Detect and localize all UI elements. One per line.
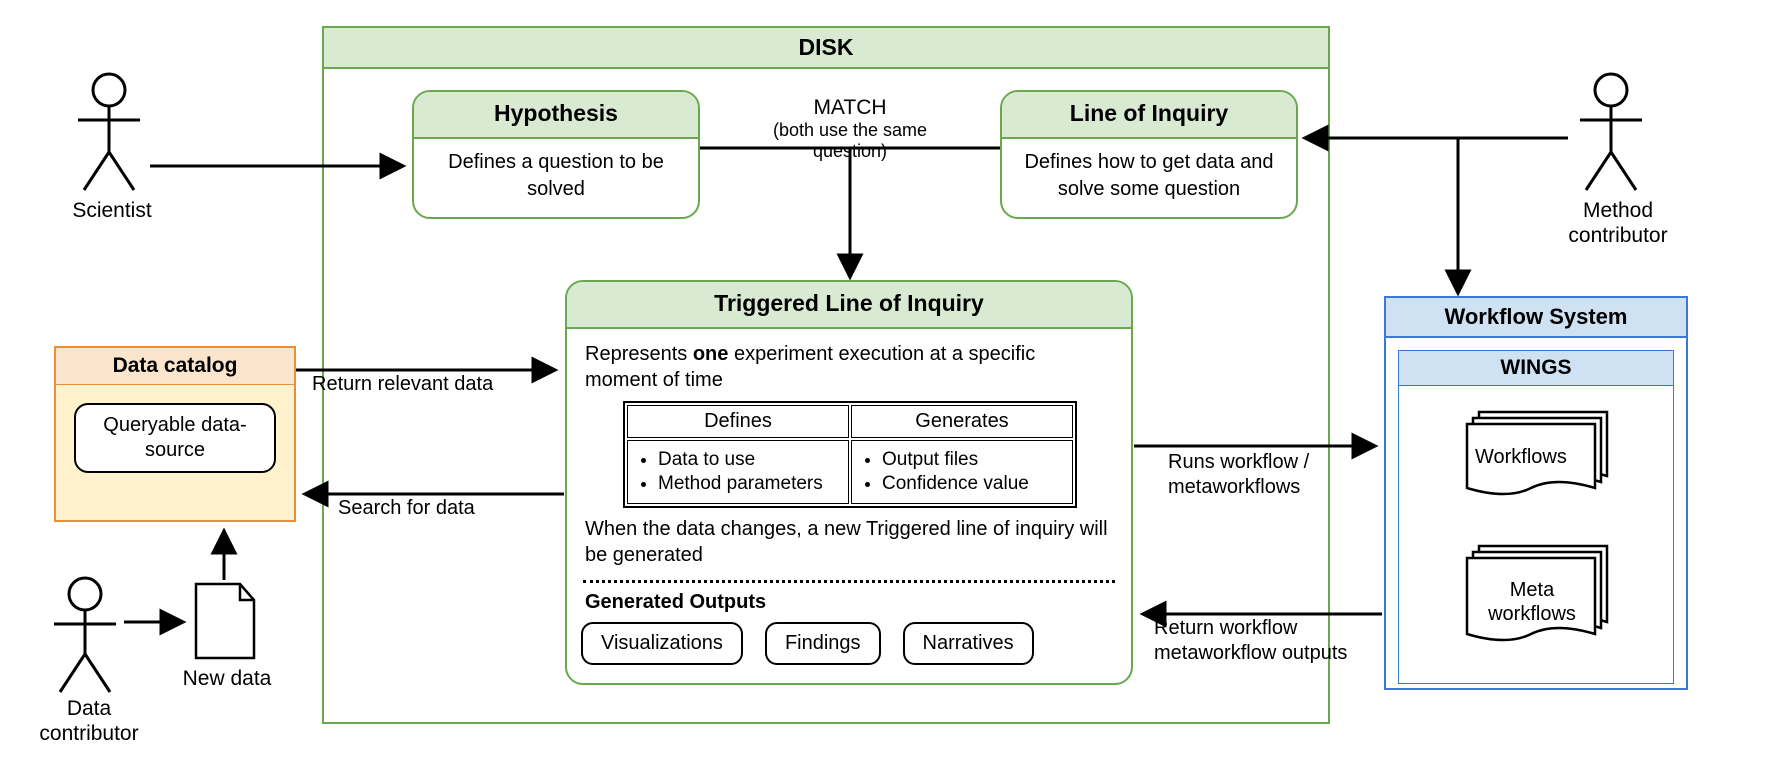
- tloi-footer: When the data changes, a new Triggered l…: [567, 508, 1131, 580]
- defines-item: Method parameters: [658, 473, 838, 495]
- tloi-intro-bold: one: [693, 343, 729, 365]
- scientist-icon: [70, 72, 148, 194]
- label-return-outputs: Return workflow metaworkflow outputs: [1154, 616, 1374, 666]
- arrow-data-contrib-to-doc: [124, 616, 192, 636]
- loi-box: Line of Inquiry Defines how to get data …: [1000, 90, 1298, 219]
- label-search-data: Search for data: [338, 496, 475, 521]
- defines-header: Defines: [627, 405, 849, 438]
- label-runs-workflow: Runs workflow / metaworkflows: [1168, 450, 1368, 500]
- generates-item: Output files: [882, 449, 1062, 471]
- wings-box: WINGS Workflows Meta workflows: [1398, 350, 1674, 684]
- new-data-icon: [192, 580, 260, 664]
- data-contributor-icon: [46, 576, 124, 696]
- generates-cell: Output files Confidence value: [851, 440, 1073, 504]
- data-catalog-title: Data catalog: [56, 348, 294, 385]
- workflows-stack-label-text: Workflows: [1475, 446, 1567, 469]
- hypothesis-title: Hypothesis: [414, 92, 698, 139]
- workflow-system-box: Workflow System WINGS Workflows: [1384, 296, 1688, 690]
- defines-item: Data to use: [658, 449, 838, 471]
- generated-outputs-title: Generated Outputs: [567, 583, 1131, 618]
- hypothesis-body: Defines a question to be solved: [414, 139, 698, 217]
- loi-title: Line of Inquiry: [1002, 92, 1296, 139]
- arrow-doc-to-catalog: [216, 524, 236, 582]
- new-data-label: New data: [172, 666, 282, 691]
- workflow-system-title: Workflow System: [1386, 298, 1686, 338]
- disk-title: DISK: [324, 28, 1328, 69]
- wings-title: WINGS: [1399, 351, 1673, 386]
- data-catalog-box: Data catalog Queryable data-source: [54, 346, 296, 522]
- generates-header: Generates: [851, 405, 1073, 438]
- output-chip-findings: Findings: [765, 622, 881, 665]
- tloi-title: Triggered Line of Inquiry: [567, 282, 1131, 329]
- data-contributor-label: Data contributor: [24, 696, 154, 746]
- generates-item: Confidence value: [882, 473, 1062, 495]
- output-chip-narratives: Narratives: [903, 622, 1034, 665]
- output-chip-visualizations: Visualizations: [581, 622, 743, 665]
- match-label: MATCH (both use the same question): [740, 96, 960, 162]
- meta-workflows-stack-label-text: Meta workflows: [1487, 578, 1577, 626]
- scientist-label: Scientist: [52, 198, 172, 223]
- tloi-table-wrap: Defines Generates Data to use Method par…: [567, 397, 1131, 508]
- tloi-intro-prefix: Represents: [585, 343, 693, 365]
- match-title: MATCH: [740, 96, 960, 120]
- queryable-source: Queryable data-source: [74, 403, 276, 473]
- method-contributor-label: Method contributor: [1548, 198, 1688, 248]
- defines-generates-table: Defines Generates Data to use Method par…: [623, 401, 1077, 508]
- method-contributor-icon: [1572, 72, 1650, 194]
- tloi-intro: Represents one experiment execution at a…: [567, 329, 1131, 397]
- loi-body: Defines how to get data and solve some q…: [1002, 139, 1296, 217]
- generated-outputs-row: Visualizations Findings Narratives: [567, 618, 1131, 683]
- label-return-data: Return relevant data: [312, 372, 493, 397]
- tloi-box: Triggered Line of Inquiry Represents one…: [565, 280, 1133, 685]
- defines-cell: Data to use Method parameters: [627, 440, 849, 504]
- match-sub: (both use the same question): [740, 120, 960, 162]
- arrow-method-contrib: [1298, 132, 1574, 308]
- hypothesis-box: Hypothesis Defines a question to be solv…: [412, 90, 700, 219]
